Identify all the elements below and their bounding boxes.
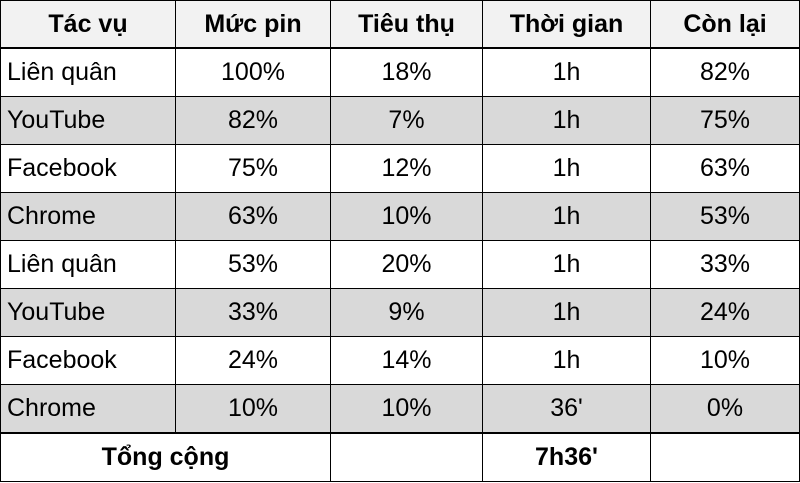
time-cell: 1h bbox=[482, 96, 651, 145]
consumption-cell: 7% bbox=[330, 96, 483, 145]
task-cell: Chrome bbox=[0, 192, 176, 241]
task-cell: Facebook bbox=[0, 336, 176, 385]
remaining-cell: 0% bbox=[650, 384, 800, 434]
consumption-cell: 9% bbox=[330, 288, 483, 337]
remaining-cell: 10% bbox=[650, 336, 800, 385]
header-task: Tác vụ bbox=[0, 0, 176, 49]
remaining-cell: 24% bbox=[650, 288, 800, 337]
remaining-cell: 82% bbox=[650, 47, 800, 97]
battery-level-cell: 33% bbox=[175, 288, 331, 337]
total-label: Tổng cộng bbox=[0, 432, 331, 482]
header-row: Tác vụ Mức pin Tiêu thụ Thời gian Còn lạ… bbox=[0, 0, 800, 49]
remaining-cell: 63% bbox=[650, 144, 800, 193]
battery-level-cell: 100% bbox=[175, 47, 331, 97]
table-row: Chrome 10% 10% 36' 0% bbox=[0, 384, 800, 434]
battery-level-cell: 63% bbox=[175, 192, 331, 241]
table-row: Facebook 24% 14% 1h 10% bbox=[0, 336, 800, 385]
battery-level-cell: 24% bbox=[175, 336, 331, 385]
table-row: Chrome 63% 10% 1h 53% bbox=[0, 192, 800, 241]
total-remaining-cell bbox=[650, 432, 800, 482]
time-cell: 1h bbox=[482, 240, 651, 289]
table-row: Facebook 75% 12% 1h 63% bbox=[0, 144, 800, 193]
table-row: Liên quân 100% 18% 1h 82% bbox=[0, 47, 800, 97]
battery-level-cell: 10% bbox=[175, 384, 331, 434]
total-row: Tổng cộng 7h36' bbox=[0, 432, 800, 482]
battery-level-cell: 53% bbox=[175, 240, 331, 289]
time-cell: 1h bbox=[482, 144, 651, 193]
consumption-cell: 12% bbox=[330, 144, 483, 193]
total-consumption-cell bbox=[330, 432, 483, 482]
time-cell: 1h bbox=[482, 47, 651, 97]
table-body: Liên quân 100% 18% 1h 82% YouTube 82% 7% 1h 75% Fa… bbox=[0, 47, 800, 434]
consumption-cell: 14% bbox=[330, 336, 483, 385]
task-cell: Liên quân bbox=[0, 240, 176, 289]
remaining-cell: 33% bbox=[650, 240, 800, 289]
time-cell: 1h bbox=[482, 288, 651, 337]
consumption-cell: 18% bbox=[330, 47, 483, 97]
time-cell: 1h bbox=[482, 336, 651, 385]
table-row: YouTube 33% 9% 1h 24% bbox=[0, 288, 800, 337]
battery-level-cell: 75% bbox=[175, 144, 331, 193]
table-row: Liên quân 53% 20% 1h 33% bbox=[0, 240, 800, 289]
task-cell: YouTube bbox=[0, 96, 176, 145]
task-cell: Chrome bbox=[0, 384, 176, 434]
task-cell: YouTube bbox=[0, 288, 176, 337]
header-consumption: Tiêu thụ bbox=[330, 0, 483, 49]
header-battery-level: Mức pin bbox=[175, 0, 331, 49]
task-cell: Liên quân bbox=[0, 47, 176, 97]
remaining-cell: 53% bbox=[650, 192, 800, 241]
time-cell: 36' bbox=[482, 384, 651, 434]
header-remaining: Còn lại bbox=[650, 0, 800, 49]
consumption-cell: 10% bbox=[330, 384, 483, 434]
time-cell: 1h bbox=[482, 192, 651, 241]
battery-level-cell: 82% bbox=[175, 96, 331, 145]
task-cell: Facebook bbox=[0, 144, 176, 193]
remaining-cell: 75% bbox=[650, 96, 800, 145]
consumption-cell: 20% bbox=[330, 240, 483, 289]
consumption-cell: 10% bbox=[330, 192, 483, 241]
total-time: 7h36' bbox=[482, 432, 651, 482]
table-header: Tác vụ Mức pin Tiêu thụ Thời gian Còn lạ… bbox=[0, 0, 800, 49]
table-footer: Tổng cộng 7h36' bbox=[0, 432, 800, 482]
header-time: Thời gian bbox=[482, 0, 651, 49]
table-row: YouTube 82% 7% 1h 75% bbox=[0, 96, 800, 145]
